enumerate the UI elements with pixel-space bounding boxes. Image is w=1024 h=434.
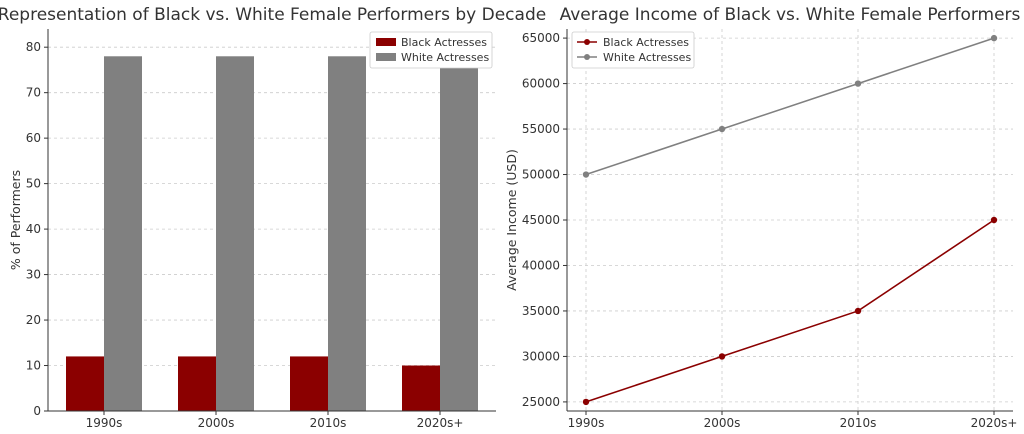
bar-white-actresses-1990s — [104, 56, 142, 412]
point-black-actresses-1990s — [582, 398, 590, 406]
y-tick-label: 30 — [26, 268, 41, 282]
x-tick-label: 1990s — [86, 416, 123, 430]
legend-swatch-marker — [584, 54, 590, 60]
y-tick-label: 0 — [33, 404, 41, 418]
point-white-actresses-2020s+ — [990, 34, 998, 42]
legend-label: Black Actresses — [603, 36, 689, 49]
y-tick-label: 60000 — [522, 77, 560, 91]
point-black-actresses-2020s+ — [990, 216, 998, 224]
y-tick-label: 50000 — [522, 168, 560, 182]
point-white-actresses-1990s — [582, 171, 590, 178]
bar-black-actresses-1990s — [66, 356, 104, 411]
y-tick-label: 30000 — [522, 349, 560, 363]
series-line-white-actresses — [585, 37, 995, 176]
bar-white-actresses-2000s — [216, 56, 254, 412]
legend-swatch — [376, 53, 396, 61]
x-tick-label: 2010s — [310, 416, 347, 430]
bar-black-actresses-2020s+ — [402, 365, 440, 411]
legend-label: White Actresses — [401, 51, 489, 64]
y-tick-label: 40 — [26, 222, 41, 236]
y-tick-label: 60 — [26, 131, 41, 145]
bar-black-actresses-2010s — [290, 356, 328, 411]
point-white-actresses-2010s — [854, 80, 862, 87]
y-tick-label: 70 — [26, 86, 41, 100]
x-tick-label: 2000s — [198, 416, 235, 430]
legend-box — [369, 31, 493, 69]
legend-box — [571, 31, 695, 69]
legend-label: Black Actresses — [401, 36, 487, 49]
y-tick-label: 55000 — [522, 122, 560, 136]
y-tick-label: 40000 — [522, 258, 560, 272]
y-tick-label: 65000 — [522, 31, 560, 45]
series-line-black-actresses — [585, 219, 995, 403]
x-tick-label: 2020s+ — [971, 416, 1018, 430]
y-tick-label: 25000 — [522, 395, 560, 409]
y-tick-label: 10 — [26, 359, 41, 373]
point-white-actresses-2000s — [718, 125, 726, 133]
y-tick-label: 20 — [26, 313, 41, 327]
y-tick-label: 50 — [26, 177, 41, 191]
point-black-actresses-2010s — [854, 307, 862, 315]
x-tick-label: 1990s — [568, 416, 605, 430]
y-tick-label: 80 — [26, 40, 41, 54]
y-axis-label: % of Performers — [8, 170, 23, 270]
x-tick-label: 2000s — [704, 416, 741, 430]
x-tick-label: 2020s+ — [417, 416, 464, 430]
legend-label: White Actresses — [603, 51, 691, 64]
chart-title: Average Income of Black vs. White Female… — [560, 5, 1021, 25]
y-axis-label: Average Income (USD) — [504, 149, 519, 291]
legend-swatch — [376, 38, 396, 46]
x-tick-label: 2010s — [840, 416, 877, 430]
legend-swatch-marker — [584, 39, 590, 45]
y-tick-label: 45000 — [522, 213, 560, 227]
bar-black-actresses-2000s — [178, 356, 216, 411]
point-black-actresses-2000s — [718, 353, 726, 360]
bar-white-actresses-2020s+ — [440, 47, 478, 411]
y-tick-label: 35000 — [522, 304, 560, 318]
chart-title: Representation of Black vs. White Female… — [0, 5, 546, 25]
bar-white-actresses-2010s — [328, 56, 366, 412]
